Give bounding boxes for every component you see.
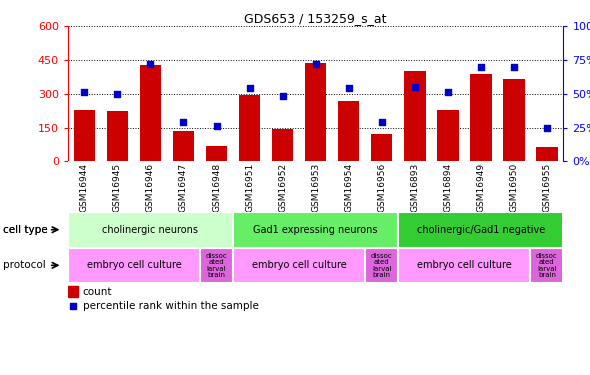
Point <box>113 91 122 97</box>
Text: dissoc
ated
larval
brain: dissoc ated larval brain <box>536 253 558 278</box>
Bar <box>74 110 95 161</box>
Point <box>68 303 77 309</box>
Text: cell type: cell type <box>3 225 48 235</box>
Text: cell type: cell type <box>4 225 48 235</box>
Text: GSM16952: GSM16952 <box>278 163 287 212</box>
Bar <box>68 286 78 297</box>
Point <box>410 84 419 90</box>
Bar <box>173 131 194 161</box>
Text: Gad1 expressing neurons: Gad1 expressing neurons <box>253 225 378 235</box>
Text: cholinergic/Gad1 negative: cholinergic/Gad1 negative <box>417 225 545 235</box>
Text: GSM16949: GSM16949 <box>476 163 486 212</box>
Text: GSM16951: GSM16951 <box>245 163 254 212</box>
Bar <box>233 212 398 248</box>
Text: GSM16956: GSM16956 <box>377 163 386 212</box>
Text: GSM16953: GSM16953 <box>311 163 320 212</box>
Bar <box>140 64 161 161</box>
Text: GSM16893: GSM16893 <box>410 163 419 212</box>
Bar <box>470 74 491 161</box>
Title: GDS653 / 153259_s_at: GDS653 / 153259_s_at <box>244 12 387 25</box>
Bar <box>437 110 458 161</box>
Point <box>278 93 287 99</box>
Bar <box>365 248 398 283</box>
Text: GSM16947: GSM16947 <box>179 163 188 212</box>
Text: embryo cell culture: embryo cell culture <box>87 260 181 270</box>
Bar <box>206 146 227 161</box>
Point <box>542 124 552 130</box>
Point <box>80 89 89 95</box>
Bar <box>404 71 425 161</box>
Point <box>212 123 221 129</box>
Text: percentile rank within the sample: percentile rank within the sample <box>83 301 258 310</box>
Text: cholinergic neurons: cholinergic neurons <box>103 225 198 235</box>
Bar <box>530 248 563 283</box>
Bar <box>305 63 326 161</box>
Text: GSM16945: GSM16945 <box>113 163 122 212</box>
Point <box>245 86 254 92</box>
Bar <box>68 212 233 248</box>
Text: embryo cell culture: embryo cell culture <box>417 260 512 270</box>
Bar <box>398 248 530 283</box>
Text: protocol: protocol <box>4 260 46 270</box>
Text: dissoc
ated
larval
brain: dissoc ated larval brain <box>206 253 227 278</box>
Point <box>179 119 188 125</box>
Text: GSM16948: GSM16948 <box>212 163 221 212</box>
Point <box>344 86 353 92</box>
Text: count: count <box>83 286 112 297</box>
Bar <box>200 248 233 283</box>
Bar <box>536 147 558 161</box>
Text: GSM16950: GSM16950 <box>509 163 519 212</box>
Bar <box>503 79 525 161</box>
Point <box>443 89 453 95</box>
Text: GSM16946: GSM16946 <box>146 163 155 212</box>
Text: dissoc
ated
larval
brain: dissoc ated larval brain <box>371 253 392 278</box>
Bar <box>107 111 128 161</box>
Text: GSM16954: GSM16954 <box>344 163 353 212</box>
Bar <box>68 248 200 283</box>
Point <box>476 64 486 70</box>
Bar <box>398 212 563 248</box>
Text: GSM16944: GSM16944 <box>80 163 89 212</box>
Text: GSM16955: GSM16955 <box>542 163 552 212</box>
Text: GSM16894: GSM16894 <box>443 163 453 212</box>
Text: embryo cell culture: embryo cell culture <box>252 260 346 270</box>
Point <box>146 61 155 67</box>
Bar <box>239 95 260 161</box>
Point <box>377 119 386 125</box>
Bar <box>338 100 359 161</box>
Bar <box>272 129 293 161</box>
Bar <box>233 248 365 283</box>
Point <box>509 64 519 70</box>
Point <box>311 61 320 67</box>
Bar <box>371 134 392 161</box>
